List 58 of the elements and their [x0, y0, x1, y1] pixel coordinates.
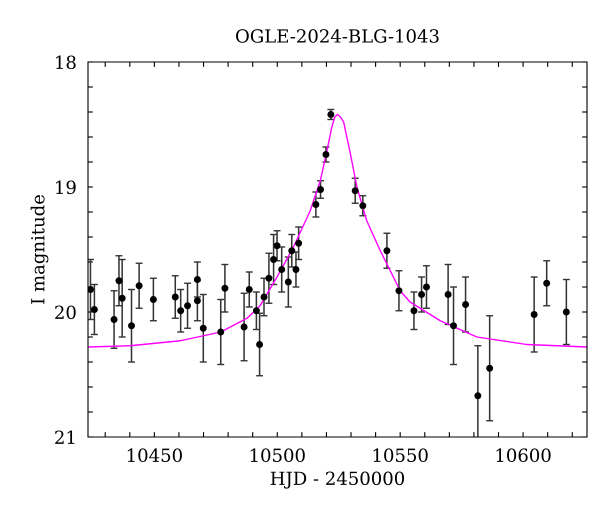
point: [474, 392, 482, 400]
x-axis-title: HJD - 2450000: [270, 471, 404, 489]
x-tick-label: 10450: [128, 448, 182, 462]
point: [260, 294, 268, 300]
point: [240, 324, 248, 330]
point: [292, 266, 300, 273]
point: [418, 291, 426, 298]
point: [221, 284, 228, 292]
point: [543, 280, 550, 287]
point: [312, 201, 320, 208]
point: [562, 308, 570, 316]
point: [150, 296, 157, 303]
point: [200, 324, 207, 332]
point: [274, 242, 281, 250]
point: [284, 278, 292, 286]
point: [278, 266, 286, 273]
point: [118, 294, 126, 302]
point: [194, 276, 201, 283]
point: [530, 311, 538, 318]
point: [116, 277, 122, 284]
x-tick-label: 10600: [496, 448, 551, 462]
point: [462, 301, 470, 308]
point: [295, 240, 302, 247]
x-tick-label: 10550: [374, 448, 428, 462]
point: [383, 247, 390, 254]
point: [128, 322, 135, 330]
point: [288, 247, 296, 254]
y-tick-label: 20: [55, 305, 76, 320]
point: [217, 328, 224, 336]
x-tick-label: 10500: [250, 448, 305, 462]
point: [359, 202, 366, 210]
y-tick-label: 19: [56, 180, 76, 194]
point: [423, 284, 430, 290]
point: [136, 282, 143, 290]
point: [270, 256, 278, 263]
point: [256, 341, 264, 348]
y-axis-title: I magnitude: [30, 194, 48, 304]
point: [265, 274, 272, 282]
point: [352, 187, 359, 194]
y-tick-label: 18: [56, 55, 76, 70]
y-tick-label: 21: [55, 430, 74, 444]
point: [246, 286, 253, 293]
point: [395, 287, 402, 294]
point: [444, 291, 452, 298]
point: [177, 307, 184, 314]
point: [317, 186, 324, 193]
point: [184, 302, 192, 310]
point: [90, 306, 98, 313]
point: [252, 307, 260, 314]
point: [486, 364, 494, 372]
point: [172, 294, 179, 300]
point: [88, 286, 94, 293]
point: [110, 316, 118, 323]
point: [322, 151, 330, 158]
chart-title: OGLE-2024-BLG-1043: [236, 29, 439, 43]
point: [410, 307, 418, 314]
point: [450, 322, 457, 330]
point: [327, 111, 334, 118]
